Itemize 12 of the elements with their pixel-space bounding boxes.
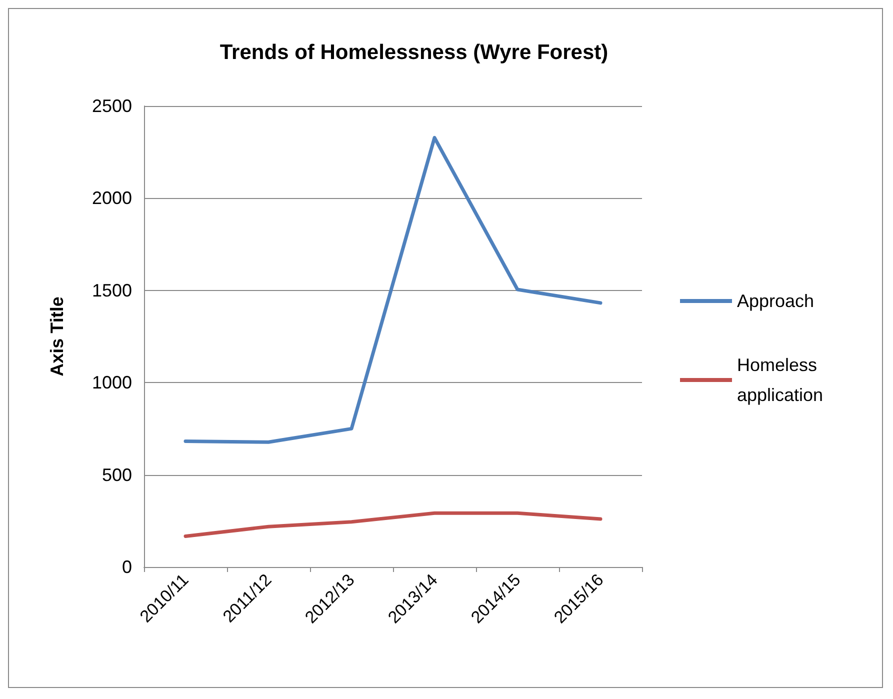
y-tick-label: 2000: [92, 188, 132, 208]
line-series: [184, 136, 602, 444]
y-tick-label: 0: [122, 557, 132, 577]
legend-label: Approach: [737, 291, 814, 311]
y-axis-title: Axis Title: [47, 296, 67, 376]
y-tick-label: 500: [102, 464, 132, 485]
line-series: [184, 511, 602, 538]
legend-label: Homeless application: [737, 355, 824, 405]
y-tick-label: 1500: [92, 280, 132, 300]
y-tick-label: 2500: [92, 96, 132, 116]
chart-title: Trends of Homelessness (Wyre Forest): [220, 41, 608, 64]
y-tick-label: 1000: [92, 372, 132, 393]
